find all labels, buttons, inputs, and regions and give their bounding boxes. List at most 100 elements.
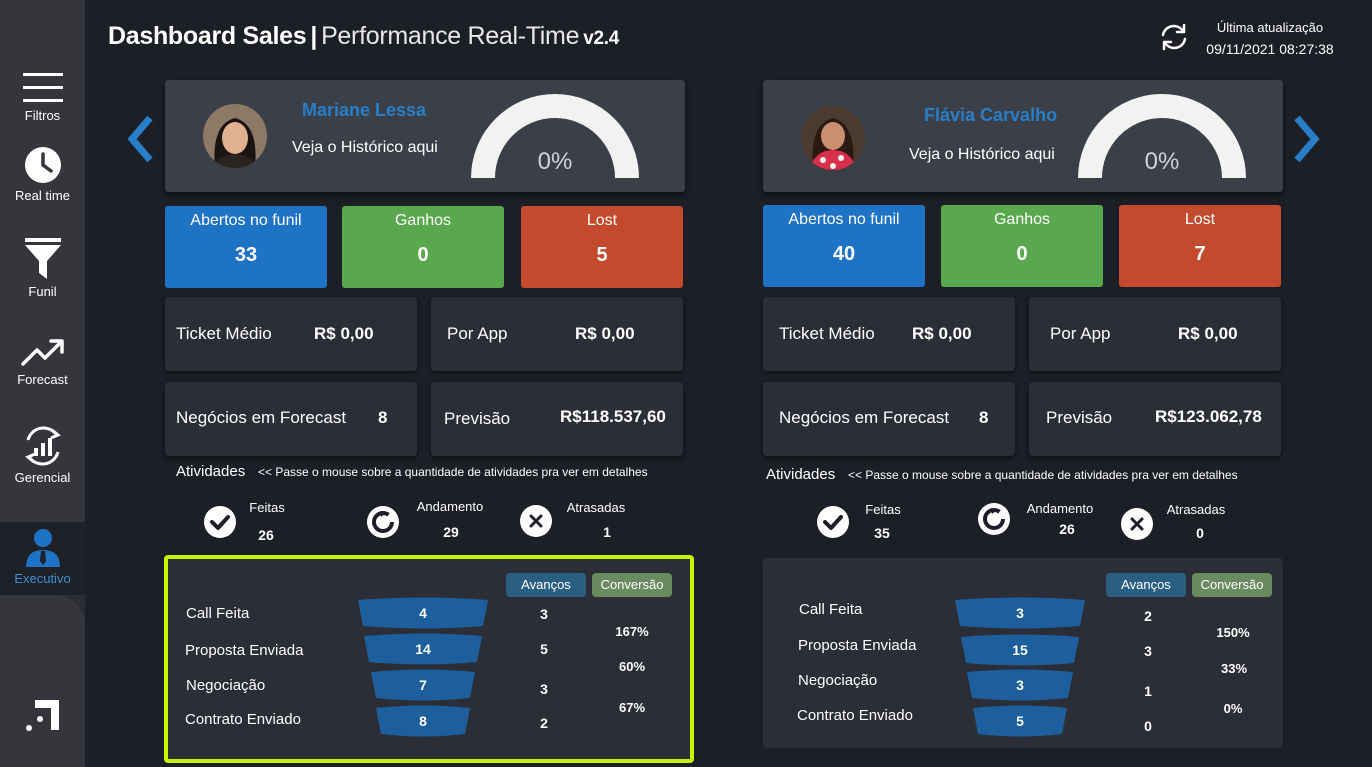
refresh-icon[interactable] [1159, 22, 1189, 52]
activity-late-icon [1121, 508, 1153, 540]
clock-icon [24, 147, 61, 183]
close-icon [529, 514, 543, 528]
app-card: Por App R$ 0,00 [431, 297, 683, 371]
kpi-value: 33 [234, 244, 258, 266]
kpi-label: Abertos no funil [788, 211, 900, 228]
funnel-bar-shape [961, 634, 1079, 666]
ticket-value: R$ 0,00 [314, 324, 374, 343]
chart-cycle-icon [24, 426, 61, 466]
ticket-label: Ticket Médio [176, 324, 272, 343]
sidebar-item-filtros[interactable]: Filtros [0, 72, 85, 123]
history-link[interactable]: Veja o Histórico aqui [292, 139, 438, 156]
avatar[interactable] [801, 106, 865, 170]
kpi-label: Abertos no funil [190, 212, 302, 229]
funnel-bar[interactable]: 5 [973, 705, 1067, 737]
activity-progress-icon [367, 506, 399, 538]
funnel-bar-shape [955, 597, 1085, 629]
activity-late-value[interactable]: 1 [603, 524, 611, 540]
sidebar-item-label: Forecast [17, 372, 68, 387]
funnel-bar[interactable]: 3 [955, 597, 1085, 629]
activity-progress-label: Andamento [1026, 501, 1094, 516]
gauge-arc [471, 94, 639, 179]
sidebar-item-forecast[interactable]: Forecast [0, 336, 85, 387]
advances-value: 3 [540, 681, 548, 697]
activity-done-value[interactable]: 35 [874, 525, 890, 541]
funnel-bar[interactable]: 8 [376, 705, 470, 737]
title-separator: | [310, 22, 318, 50]
app-value: R$ 0,00 [575, 324, 635, 343]
prevision-label: Previsão [444, 409, 511, 428]
advances-value: 1 [1144, 683, 1152, 699]
conversion-value: 33% [1220, 661, 1248, 676]
next-arrow-icon[interactable] [1291, 114, 1323, 164]
prevision-value: R$123.062,78 [1155, 407, 1262, 426]
brand-logo[interactable] [0, 698, 85, 732]
activity-progress-label: Andamento [416, 499, 484, 514]
funnel-bar-shape [358, 597, 488, 629]
kpi-won[interactable]: Ganhos 0 [342, 206, 504, 288]
advances-value: 3 [540, 606, 548, 622]
activity-late-value[interactable]: 0 [1196, 525, 1204, 541]
kpi-lost[interactable]: Lost 7 [1119, 205, 1281, 287]
funnel-bar-shape [364, 633, 482, 665]
funnel-bar[interactable]: 7 [371, 669, 475, 701]
prevision-label: Previsão [1046, 408, 1113, 427]
funnel-bar-value: 14 [415, 641, 431, 657]
conversion-header: Conversão [1192, 573, 1272, 597]
advances-value: 3 [1144, 643, 1152, 659]
activity-late-label: Atrasadas [566, 500, 626, 515]
forecast-value: 8 [979, 408, 989, 427]
prevision-card: Previsão R$118.537,60 [431, 382, 683, 456]
trend-up-icon [20, 339, 64, 366]
activity-done-icon [204, 506, 236, 538]
kpi-open-funnel[interactable]: Abertos no funil 33 [165, 206, 327, 288]
funnel-bar[interactable]: 15 [961, 634, 1079, 666]
activity-progress-icon [978, 503, 1010, 535]
funnel-icon [24, 238, 61, 279]
funnel-bar-shape [973, 705, 1067, 737]
conversion-value: 167% [615, 624, 649, 639]
activity-progress-value[interactable]: 26 [1059, 521, 1075, 537]
seller-name[interactable]: Mariane Lessa [302, 100, 427, 120]
sidebar-item-label: Executivo [14, 571, 71, 586]
activity-progress-value[interactable]: 29 [443, 524, 459, 540]
sidebar-item-funil[interactable]: Funil [0, 238, 85, 299]
previous-arrow-icon[interactable] [124, 114, 156, 164]
kpi-won[interactable]: Ganhos 0 [941, 205, 1103, 287]
kpi-lost[interactable]: Lost 5 [521, 206, 683, 288]
sidebar-item-real-time[interactable]: Real time [0, 146, 85, 203]
activity-done-value[interactable]: 26 [258, 527, 274, 543]
title-main: Dashboard Sales [108, 22, 307, 50]
avatar[interactable] [203, 104, 267, 168]
forecast-label: Negócios em Forecast [176, 408, 347, 427]
close-icon [1130, 517, 1144, 531]
advances-value: 5 [540, 641, 548, 657]
stage-label: Proposta Enviada [798, 637, 917, 654]
funnel-bar[interactable]: 14 [364, 633, 482, 665]
funnel-bar[interactable]: 4 [358, 597, 488, 629]
goal-gauge: 0% [1077, 92, 1247, 180]
kpi-open-funnel[interactable]: Abertos no funil 40 [763, 205, 925, 287]
sidebar-item-gerencial[interactable]: Gerencial [0, 426, 85, 485]
sidebar-item-executivo[interactable]: Executivo [0, 527, 85, 586]
ticket-label: Ticket Médio [779, 324, 875, 343]
forecast-card: Negócios em Forecast 8 [165, 382, 417, 456]
stage-label: Negociação [186, 677, 266, 694]
activity-done-icon [817, 506, 849, 538]
kpi-label: Lost [586, 212, 618, 229]
history-link[interactable]: Veja o Histórico aqui [909, 146, 1055, 163]
kpi-value: 40 [832, 243, 856, 265]
forecast-value: 8 [378, 408, 388, 427]
kpi-value: 0 [417, 244, 429, 266]
funnel-bar[interactable]: 3 [967, 669, 1073, 701]
activities-title: Atividades [176, 463, 246, 480]
activities-hint: << Passe o mouse sobre a quantidade de a… [848, 468, 1238, 482]
seller-name[interactable]: Flávia Carvalho [924, 105, 1058, 125]
sidebar: Filtros Real time Funil Forecast [0, 0, 85, 767]
prevision-value: R$118.537,60 [560, 407, 666, 426]
funnel-card[interactable]: Avanços Conversão Call Feita Proposta En… [164, 555, 694, 763]
avatar-photo-icon [801, 106, 865, 170]
funnel-card[interactable]: Avanços Conversão Call Feita Proposta En… [763, 558, 1283, 748]
profile-card: Flávia Carvalho Veja o Histórico aqui 0% [763, 80, 1283, 192]
